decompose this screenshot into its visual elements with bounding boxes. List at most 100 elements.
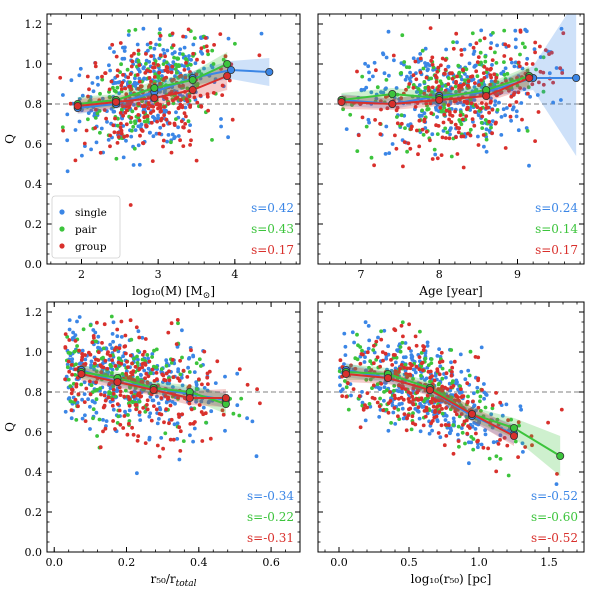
- scatter-point: [472, 85, 477, 89]
- scatter-point: [472, 391, 476, 396]
- scatter-point: [126, 100, 131, 105]
- scatter-point: [108, 95, 112, 100]
- scatter-point: [480, 126, 485, 130]
- scatter-point: [505, 443, 510, 448]
- scatter-point: [199, 46, 204, 51]
- scatter-point: [132, 80, 137, 85]
- scatter-point: [137, 335, 142, 340]
- scatter-point: [346, 407, 351, 412]
- scatter-point: [206, 52, 211, 57]
- scatter-point: [434, 80, 439, 84]
- scatter-point: [416, 405, 421, 410]
- scatter-point: [250, 419, 255, 424]
- scatter-point: [480, 388, 484, 392]
- scatter-point: [129, 87, 134, 92]
- scatter-point: [450, 370, 454, 374]
- scatter-point: [419, 396, 424, 401]
- scatter-point: [491, 31, 495, 35]
- scatter-point: [163, 54, 168, 59]
- scatter-point: [497, 100, 501, 105]
- scatter-point: [65, 112, 70, 117]
- scatter-point: [158, 33, 163, 38]
- scatter-point: [156, 113, 160, 118]
- scatter-point: [103, 71, 107, 75]
- scatter-point: [384, 124, 389, 129]
- scatter-point: [439, 87, 444, 92]
- scatter-point: [436, 382, 441, 387]
- scatter-point: [111, 123, 116, 128]
- scatter-point: [174, 117, 178, 121]
- scatter-point: [369, 90, 374, 95]
- scatter-point: [520, 66, 525, 71]
- scatter-point: [514, 100, 519, 104]
- scatter-point: [439, 153, 444, 158]
- scatter-point: [104, 419, 109, 423]
- legend-marker-single: [59, 209, 65, 215]
- scatter-point: [449, 373, 454, 378]
- scatter-point: [164, 371, 169, 376]
- scatter-point: [206, 382, 210, 386]
- scatter-point: [189, 348, 193, 353]
- scatter-point: [245, 382, 250, 387]
- scatter-point: [474, 69, 479, 74]
- scatter-point: [115, 334, 120, 339]
- scatter-point: [516, 420, 521, 425]
- scatter-point: [426, 369, 431, 374]
- scatter-point: [178, 449, 183, 453]
- scatter-point: [156, 74, 161, 79]
- scatter-point: [126, 75, 131, 80]
- scatter-point: [204, 44, 209, 49]
- scatter-point: [405, 375, 410, 379]
- scatter-point: [171, 60, 176, 65]
- scatter-point: [90, 340, 95, 345]
- scatter-point: [495, 93, 499, 98]
- scatter-point: [524, 126, 529, 130]
- scatter-point: [484, 102, 489, 107]
- trend-marker: [341, 369, 350, 378]
- scatter-point: [366, 117, 371, 122]
- scatter-point: [220, 408, 225, 413]
- scatter-point: [463, 377, 468, 382]
- scatter-point: [63, 409, 68, 414]
- scatter-point: [494, 454, 499, 459]
- scatter-point: [131, 432, 136, 437]
- scatter-point: [118, 41, 123, 45]
- scatter-point: [513, 28, 518, 33]
- scatter-point: [110, 42, 115, 47]
- x-axis-label: r₅₀/rtotal: [150, 572, 196, 589]
- scatter-point: [490, 58, 495, 62]
- scatter-point: [66, 377, 71, 382]
- scatter-point: [392, 58, 396, 63]
- x-axis-label: Age [year]: [418, 284, 482, 298]
- scatter-point: [506, 418, 510, 423]
- scatter-point: [156, 401, 161, 406]
- scatter-point: [70, 357, 75, 362]
- scatter-point: [121, 426, 126, 430]
- scatter-point: [75, 344, 79, 348]
- scatter-point: [145, 403, 149, 407]
- scatter-point: [157, 454, 162, 459]
- scatter-point: [105, 120, 109, 124]
- scatter-point: [143, 376, 148, 381]
- scatter-point: [84, 128, 89, 133]
- scatter-point: [170, 78, 175, 83]
- scatter-point: [108, 133, 112, 138]
- scatter-point: [123, 45, 127, 50]
- scatter-point: [476, 378, 480, 383]
- scatter-point: [417, 118, 422, 123]
- scatter-point: [108, 68, 112, 73]
- scatter-point: [173, 96, 178, 101]
- scatter-point: [178, 47, 183, 52]
- scatter-point: [520, 41, 525, 46]
- scatter-point: [408, 70, 412, 75]
- scatter-point: [431, 404, 436, 409]
- scatter-point: [487, 110, 491, 115]
- scatter-point: [65, 362, 70, 367]
- scatter-point: [458, 352, 463, 357]
- scatter-point: [364, 124, 369, 129]
- scatter-point: [479, 409, 483, 413]
- scatter-point: [400, 406, 405, 411]
- scatter-point: [417, 355, 422, 359]
- scatter-point: [505, 106, 509, 110]
- scatter-point: [223, 374, 227, 379]
